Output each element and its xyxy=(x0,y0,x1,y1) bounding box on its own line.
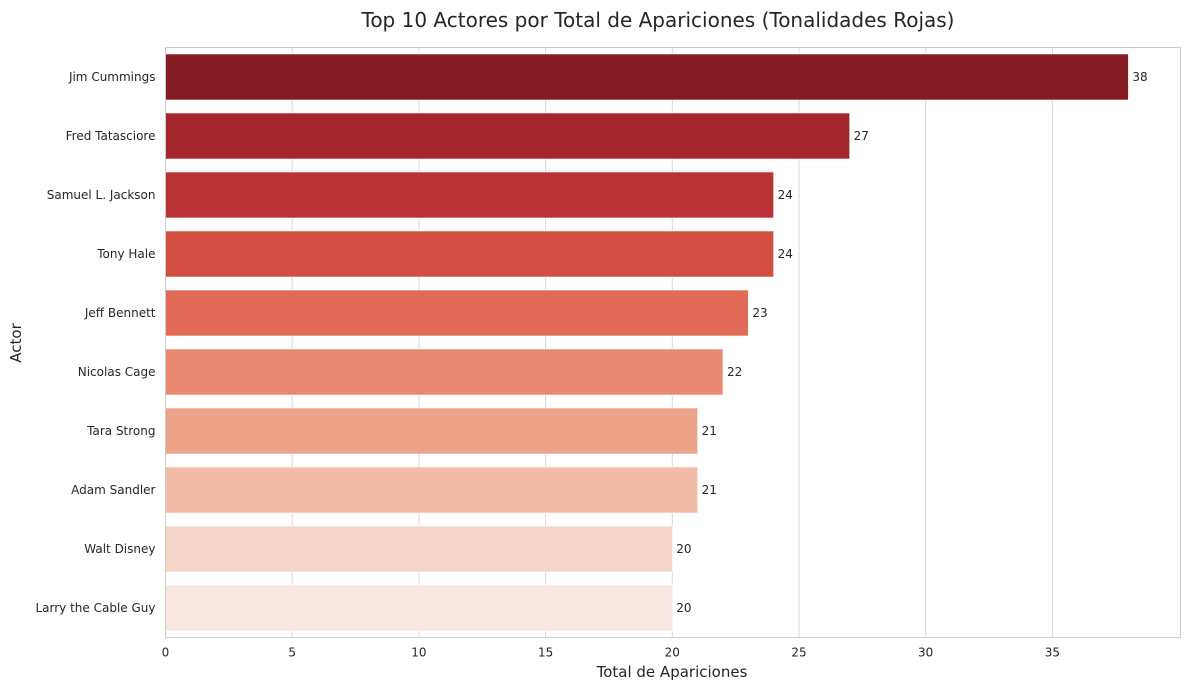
x-axis-label: Total de Apariciones xyxy=(596,663,748,681)
y-tick-label: Jeff Bennett xyxy=(84,306,156,320)
bar-value-label: 23 xyxy=(752,306,767,320)
bar-value-label: 21 xyxy=(702,424,717,438)
bar-value-label: 20 xyxy=(676,542,691,556)
x-tick-label: 35 xyxy=(1045,646,1060,660)
bar-value-label: 24 xyxy=(778,188,793,202)
y-tick-label: Jim Cummings xyxy=(68,70,156,84)
x-tick-label: 25 xyxy=(791,646,806,660)
y-tick-label: Adam Sandler xyxy=(71,483,155,497)
data-labels: 38 27 24 24 23 22 21 21 20 20 xyxy=(676,70,1147,615)
y-tick-label: Tara Strong xyxy=(86,424,155,438)
x-tick-label: 10 xyxy=(411,646,426,660)
bar-value-label: 24 xyxy=(778,247,793,261)
bar xyxy=(165,171,774,219)
y-tick-label: Tony Hale xyxy=(96,247,155,261)
x-tick-label: 5 xyxy=(288,646,296,660)
y-tick-label: Fred Tatasciore xyxy=(66,129,156,143)
bar-value-label: 21 xyxy=(702,483,717,497)
y-tick-label: Nicolas Cage xyxy=(78,365,156,379)
y-axis-label: Actor xyxy=(7,322,25,362)
bar xyxy=(165,407,698,455)
x-tick-label: 15 xyxy=(538,646,553,660)
bar xyxy=(165,525,673,573)
y-tick-labels: Jim Cummings Fred Tatasciore Samuel L. Jac… xyxy=(35,70,155,615)
plot-frame xyxy=(165,47,1181,638)
x-tick-label: 0 xyxy=(162,646,170,660)
bar xyxy=(165,584,673,632)
x-tick-label: 20 xyxy=(665,646,680,660)
chart-title: Top 10 Actores por Total de Apariciones … xyxy=(361,8,955,32)
y-tick-label: Samuel L. Jackson xyxy=(47,188,156,202)
bar xyxy=(165,230,774,278)
y-tick-label: Larry the Cable Guy xyxy=(35,601,155,615)
bars xyxy=(165,53,1129,632)
bar-value-label: 22 xyxy=(727,365,742,379)
bar-value-label: 20 xyxy=(676,601,691,615)
bar xyxy=(165,466,698,514)
bar xyxy=(165,112,850,160)
bar xyxy=(165,289,749,337)
bar-value-label: 38 xyxy=(1132,70,1147,84)
x-tick-labels: 0 5 10 15 20 25 30 35 xyxy=(162,646,1060,660)
bar-value-label: 27 xyxy=(854,129,869,143)
y-tick-label: Walt Disney xyxy=(84,542,155,556)
bar xyxy=(165,53,1129,101)
bar xyxy=(165,348,724,396)
x-tick-label: 30 xyxy=(918,646,933,660)
